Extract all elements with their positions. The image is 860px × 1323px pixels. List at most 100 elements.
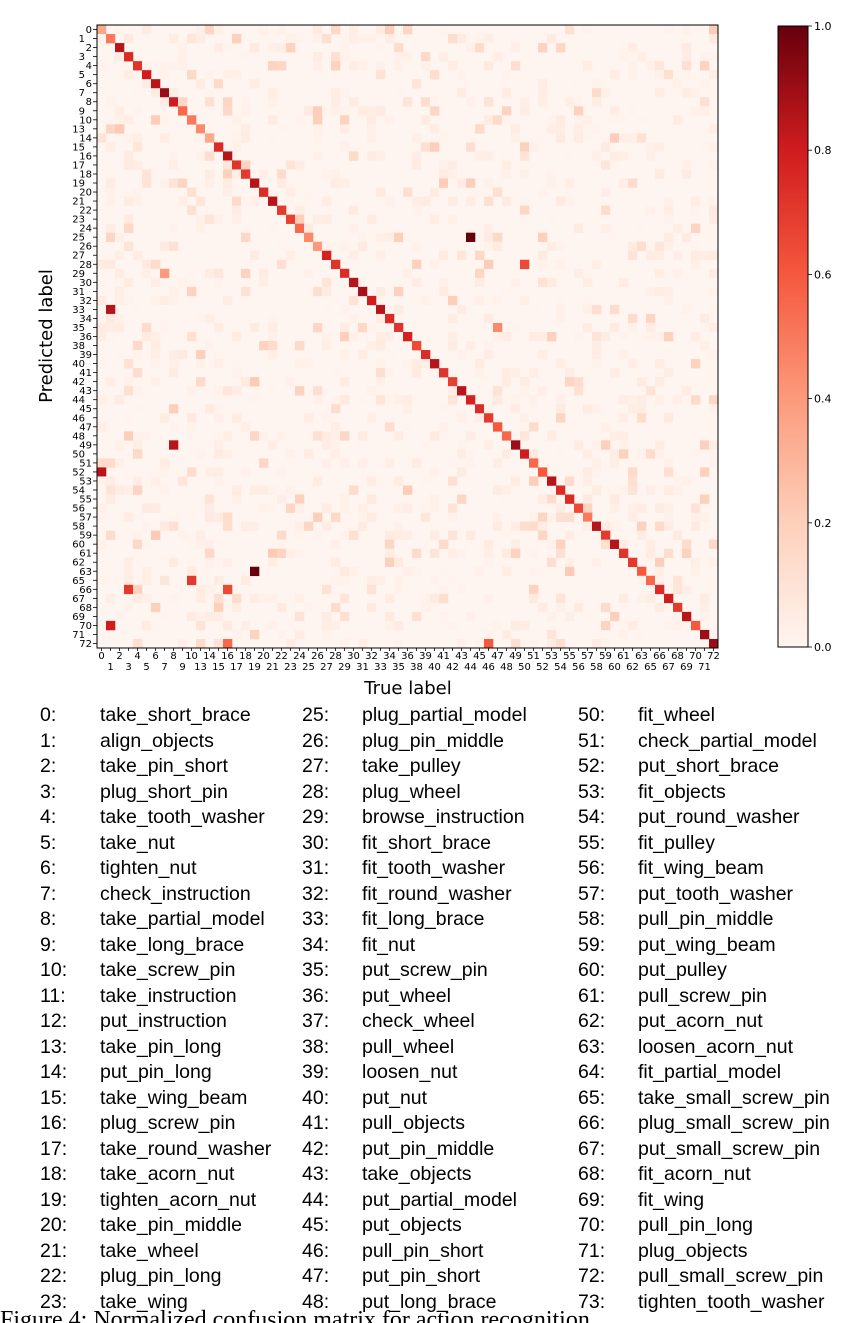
heatmap-cell bbox=[286, 214, 296, 224]
heatmap-cell bbox=[223, 521, 233, 531]
heatmap-cell bbox=[313, 476, 323, 486]
heatmap-cell bbox=[673, 395, 683, 405]
heatmap-cell bbox=[529, 476, 539, 486]
heatmap-cell bbox=[673, 223, 683, 233]
heatmap-cell bbox=[583, 61, 593, 71]
heatmap-cell bbox=[511, 368, 521, 378]
heatmap-cell bbox=[205, 133, 215, 143]
heatmap-cell bbox=[583, 503, 593, 513]
heatmap-cell bbox=[619, 151, 629, 161]
y-tick-label: 1 bbox=[79, 34, 85, 45]
heatmap-cell bbox=[475, 268, 485, 279]
heatmap-cell bbox=[376, 313, 386, 324]
heatmap-cell bbox=[439, 286, 449, 297]
heatmap-cell bbox=[349, 151, 359, 161]
legend-entry-number: 39: bbox=[302, 1061, 330, 1083]
heatmap-cell bbox=[340, 304, 350, 315]
heatmap-cell bbox=[484, 404, 494, 414]
heatmap-cell bbox=[619, 395, 629, 405]
heatmap-cell bbox=[232, 494, 242, 504]
y-tick-label: 61 bbox=[79, 549, 92, 560]
heatmap-cell bbox=[232, 413, 242, 423]
heatmap-cell bbox=[196, 223, 206, 233]
x-tick-label: 72 bbox=[707, 651, 720, 662]
heatmap-cell bbox=[97, 467, 107, 477]
heatmap-cell bbox=[538, 277, 548, 288]
heatmap-cell bbox=[511, 395, 521, 405]
heatmap-cell bbox=[475, 124, 485, 134]
heatmap-cell bbox=[313, 151, 323, 161]
heatmap-cell bbox=[664, 512, 674, 522]
x-tick-label: 66 bbox=[653, 651, 666, 662]
heatmap-cell bbox=[700, 79, 710, 89]
heatmap-cell bbox=[124, 584, 134, 595]
heatmap-cell bbox=[358, 521, 368, 531]
heatmap-cell bbox=[178, 638, 188, 649]
heatmap-cell bbox=[583, 133, 593, 143]
heatmap-cell bbox=[430, 124, 440, 134]
heatmap-cell bbox=[331, 620, 341, 631]
heatmap-cell bbox=[322, 620, 332, 631]
heatmap-cell bbox=[214, 404, 224, 414]
legend-entry-name: take_objects bbox=[362, 1163, 472, 1185]
heatmap-cell bbox=[682, 304, 692, 315]
legend-entry-name: take_screw_pin bbox=[100, 959, 236, 981]
heatmap-cell bbox=[502, 160, 512, 170]
heatmap-cell bbox=[376, 61, 386, 71]
y-tick-label: 23 bbox=[72, 215, 85, 226]
legend-entry-number: 2: bbox=[40, 755, 57, 777]
heatmap-cell bbox=[196, 79, 206, 89]
heatmap-cell bbox=[619, 539, 629, 549]
legend-entry-name: take_pin_long bbox=[100, 1035, 222, 1058]
heatmap-cell bbox=[385, 611, 395, 622]
heatmap-cell bbox=[133, 304, 143, 315]
heatmap-cell bbox=[583, 124, 593, 134]
heatmap-cell bbox=[403, 485, 413, 495]
heatmap-cell bbox=[592, 124, 602, 134]
heatmap-cell bbox=[376, 70, 386, 80]
heatmap-cell bbox=[196, 377, 206, 387]
heatmap-cell bbox=[385, 232, 395, 242]
heatmap-cell bbox=[295, 557, 305, 568]
heatmap-cell bbox=[484, 232, 494, 242]
heatmap-cell bbox=[214, 431, 224, 441]
x-tick-label: 34 bbox=[383, 651, 396, 662]
heatmap-cell bbox=[124, 214, 134, 224]
heatmap-cell bbox=[340, 178, 350, 188]
heatmap-cell bbox=[385, 557, 395, 568]
x-tick-label: 29 bbox=[338, 662, 351, 673]
heatmap-cell bbox=[205, 313, 215, 324]
heatmap-cell bbox=[583, 512, 593, 522]
x-tick-label: 40 bbox=[428, 662, 441, 673]
heatmap-cell bbox=[196, 151, 206, 161]
heatmap-cell bbox=[160, 485, 170, 495]
heatmap-cell bbox=[682, 160, 692, 170]
heatmap-cell bbox=[223, 620, 233, 631]
heatmap-cell bbox=[205, 205, 215, 215]
heatmap-cell bbox=[205, 178, 215, 188]
heatmap-cell bbox=[619, 350, 629, 360]
heatmap-cell bbox=[106, 232, 116, 242]
heatmap-cell bbox=[115, 115, 125, 125]
heatmap-cell bbox=[583, 295, 593, 306]
heatmap-cell bbox=[322, 584, 332, 595]
heatmap-cell bbox=[223, 557, 233, 568]
heatmap-cell bbox=[286, 250, 296, 261]
heatmap-cell bbox=[394, 43, 404, 53]
heatmap-cell bbox=[304, 359, 314, 369]
heatmap-cell bbox=[601, 88, 611, 98]
heatmap-cell bbox=[475, 404, 485, 414]
heatmap-cell bbox=[115, 485, 125, 495]
heatmap-cell bbox=[691, 223, 701, 233]
heatmap-cell bbox=[655, 440, 665, 450]
heatmap-cell bbox=[385, 422, 395, 432]
heatmap-cell bbox=[493, 521, 503, 531]
heatmap-cell bbox=[556, 593, 566, 604]
x-tick-label: 43 bbox=[455, 651, 468, 662]
heatmap-cell bbox=[295, 34, 305, 44]
legend-entry-name: take_round_washer bbox=[100, 1137, 272, 1160]
heatmap-cell bbox=[115, 458, 125, 468]
heatmap-cell bbox=[511, 620, 521, 631]
heatmap-cell bbox=[169, 241, 179, 252]
heatmap-cell bbox=[493, 52, 503, 62]
